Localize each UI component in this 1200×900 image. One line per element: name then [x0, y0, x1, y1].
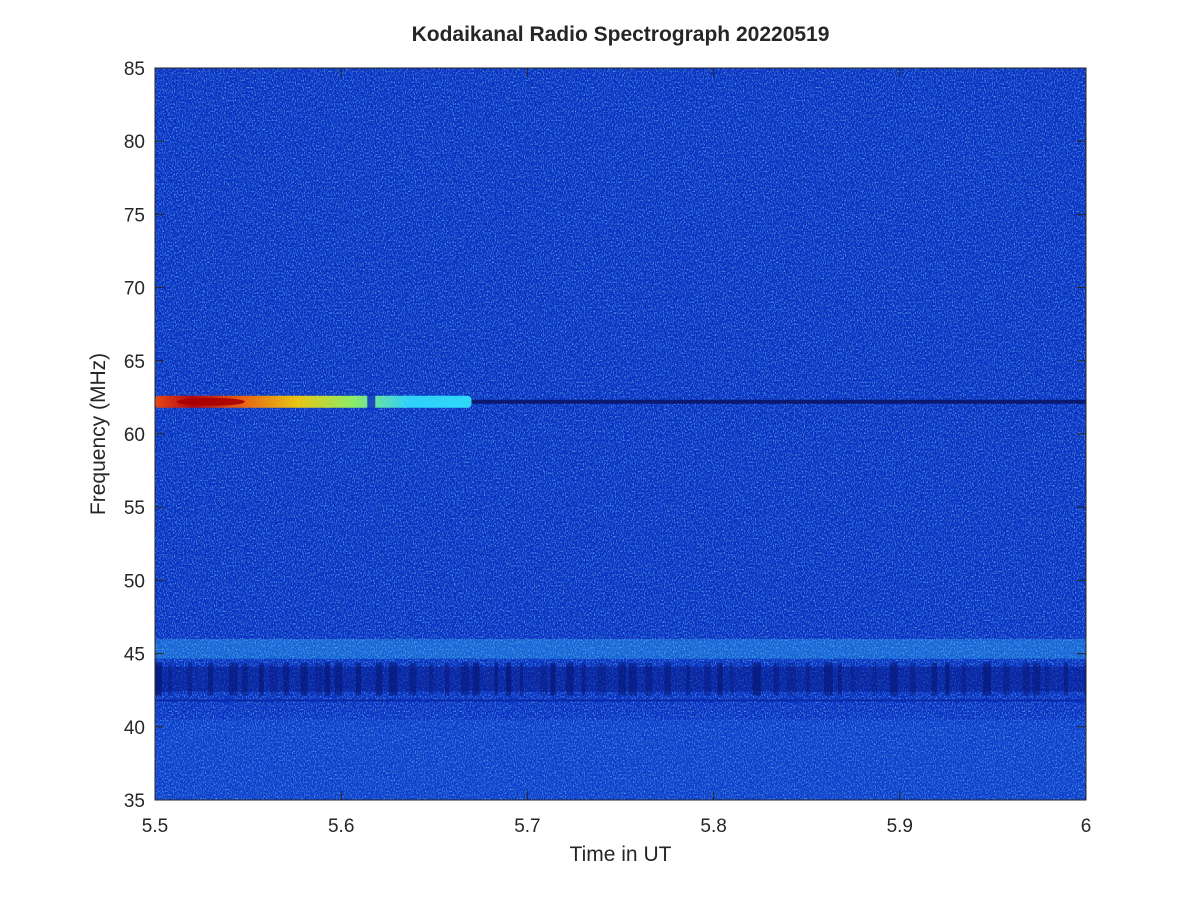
- chart-title: Kodaikanal Radio Spectrograph 20220519: [412, 23, 830, 46]
- interference-streak: [168, 662, 172, 696]
- x-axis-label: Time in UT: [570, 843, 672, 866]
- interference-streak: [187, 662, 192, 696]
- interference-streak: [540, 662, 547, 696]
- interference-streak: [806, 662, 810, 696]
- emission-gap: [367, 393, 376, 410]
- interference-streak: [242, 662, 248, 696]
- y-tick-label: 80: [124, 132, 145, 153]
- interference-streak: [1022, 662, 1030, 696]
- y-tick-label: 70: [124, 279, 145, 300]
- interference-streak: [982, 662, 991, 696]
- brighter-band: [155, 719, 1086, 800]
- interference-streak: [300, 662, 308, 696]
- y-axis-label: Frequency (MHz): [87, 353, 110, 515]
- interference-streak: [686, 662, 690, 696]
- y-tick-label: 75: [124, 205, 145, 226]
- interference-streak: [786, 662, 796, 696]
- interference-streak: [597, 662, 607, 696]
- interference-streak: [837, 662, 842, 696]
- interference-streak: [375, 662, 383, 696]
- interference-streak: [618, 662, 626, 696]
- interference-streak: [550, 662, 556, 696]
- interference-streak: [409, 662, 417, 696]
- interference-streak: [961, 662, 966, 696]
- interference-streak: [945, 662, 950, 696]
- interference-streak: [314, 662, 323, 696]
- interference-streak: [208, 662, 214, 696]
- interference-streak: [931, 662, 937, 696]
- interference-streak: [752, 662, 762, 696]
- spectral-features: [155, 393, 1086, 800]
- interference-streak: [824, 662, 833, 696]
- interference-streak: [324, 662, 331, 696]
- y-tick-label: 65: [124, 352, 145, 373]
- interference-streak: [259, 662, 264, 696]
- interference-streak: [1003, 662, 1010, 696]
- interference-streak: [389, 662, 398, 696]
- x-axis: 5.5 5.6 5.7 5.8 5.9 6: [142, 68, 1092, 837]
- interference-streak: [889, 662, 898, 696]
- interference-streak: [730, 662, 734, 696]
- interference-band-bright: [155, 638, 1086, 659]
- interference-streak: [1032, 662, 1041, 696]
- y-tick-label: 85: [124, 59, 145, 80]
- interference-streak: [910, 662, 916, 696]
- interference-streak: [283, 662, 289, 696]
- interference-streak: [506, 662, 512, 696]
- emission-peak: [176, 397, 245, 406]
- emission-band: [155, 395, 472, 408]
- y-tick-label: 60: [124, 425, 145, 446]
- interference-streak: [704, 662, 711, 696]
- y-tick-label: 40: [124, 718, 145, 739]
- y-tick-label: 35: [124, 791, 145, 812]
- x-tick-label: 5.9: [887, 816, 913, 837]
- interference-streak: [472, 662, 480, 696]
- interference-streak: [581, 662, 586, 696]
- interference-streak: [850, 662, 855, 696]
- interference-streak: [494, 662, 498, 696]
- y-tick-label: 45: [124, 645, 145, 666]
- interference-streak: [444, 662, 450, 696]
- interference-streak: [1083, 662, 1086, 696]
- y-tick-label: 55: [124, 498, 145, 519]
- interference-streak: [773, 662, 779, 696]
- x-tick-label: 5.6: [328, 816, 354, 837]
- interference-streak: [428, 662, 434, 696]
- interference-streak: [334, 662, 343, 696]
- interference-streak: [355, 662, 362, 696]
- y-axis: 35 40 45 50 55 60 65 70 75 80 85: [124, 59, 1086, 812]
- interference-streak: [1063, 662, 1068, 696]
- interference-streak: [461, 662, 470, 696]
- y-tick-label: 50: [124, 571, 145, 592]
- x-tick-label: 6: [1081, 816, 1092, 837]
- interference-streak: [664, 662, 671, 696]
- interference-streak: [1045, 662, 1049, 696]
- interference-streak: [717, 662, 723, 696]
- interference-streak: [228, 662, 238, 696]
- interference-streak: [645, 662, 653, 696]
- x-tick-label: 5.7: [514, 816, 540, 837]
- interference-streak: [872, 662, 877, 696]
- interference-streak: [269, 662, 278, 696]
- interference-streak: [155, 662, 162, 696]
- x-tick-label: 5.5: [142, 816, 168, 837]
- interference-streak: [628, 662, 637, 696]
- interference-streak: [566, 662, 574, 696]
- x-tick-label: 5.8: [700, 816, 726, 837]
- interference-streak: [519, 662, 524, 696]
- spectrogram-plot-area: [155, 68, 1086, 800]
